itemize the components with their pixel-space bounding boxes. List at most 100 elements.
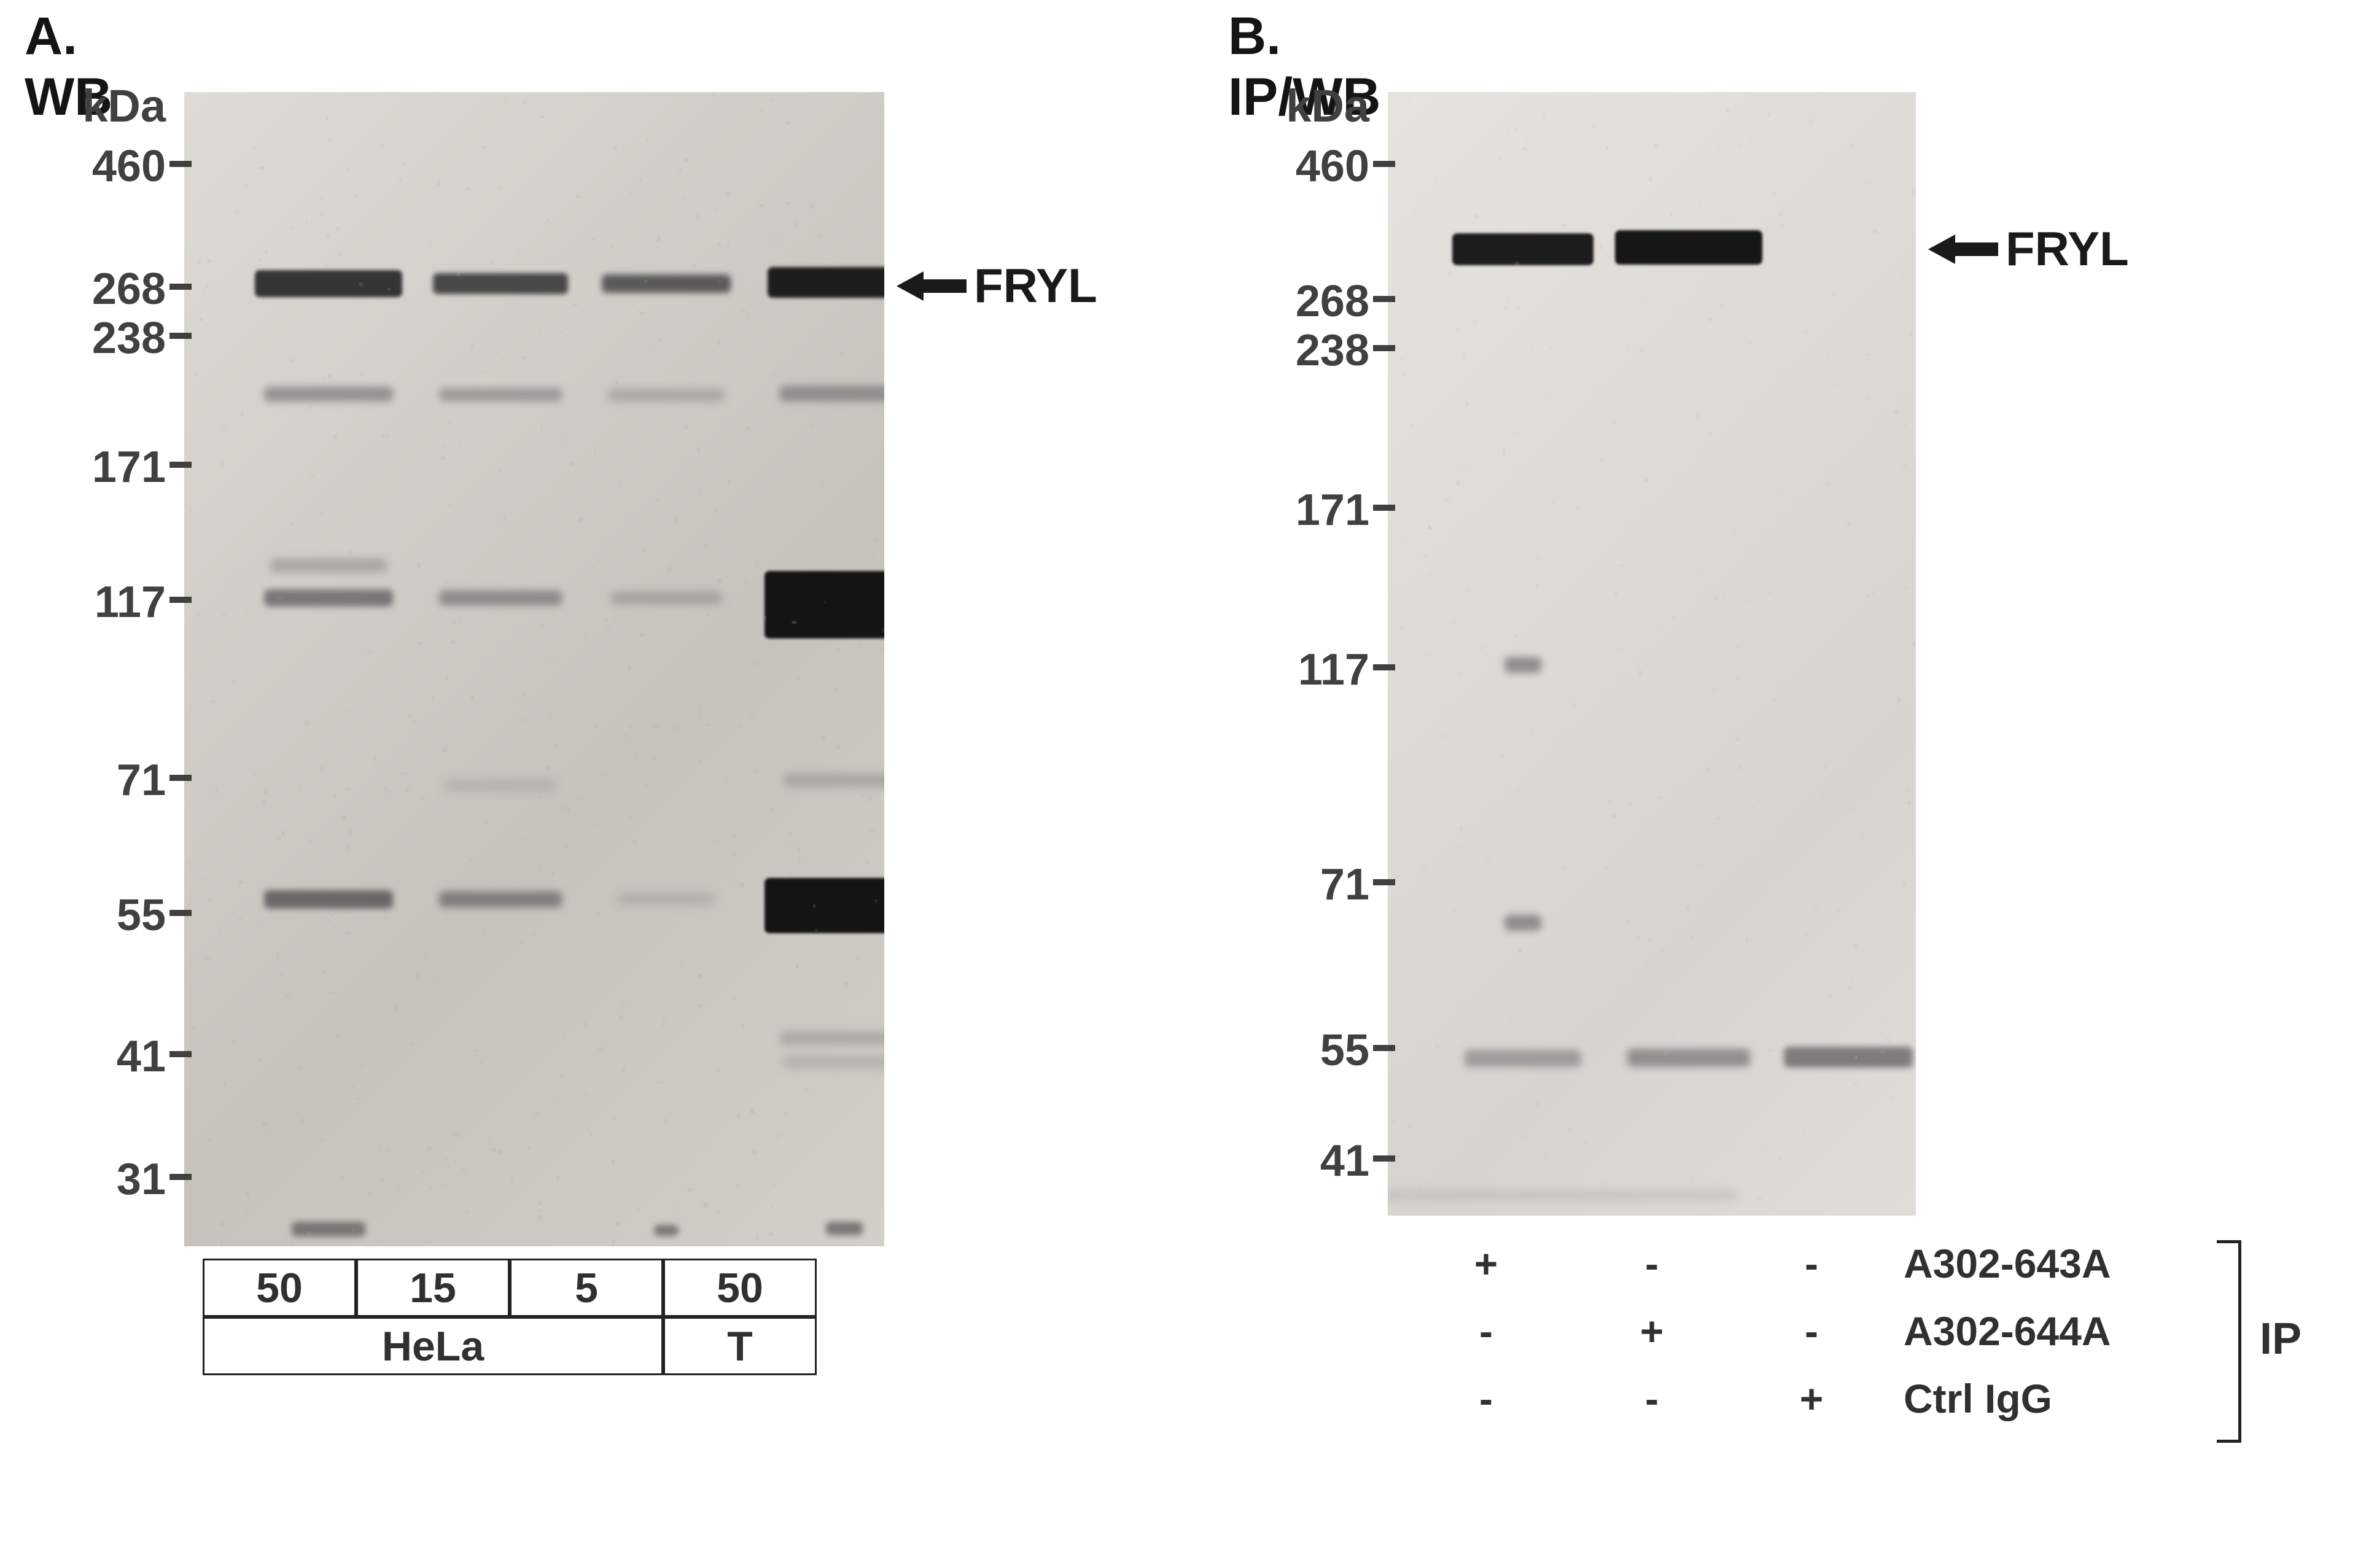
noise-speck [1536,584,1539,589]
noise-speck [1526,1135,1530,1139]
noise-speck [756,1235,758,1239]
noise-speck [259,1058,261,1063]
noise-speck [560,807,566,811]
noise-speck [585,633,588,637]
noise-speck [436,1102,440,1107]
noise-speck [1519,948,1522,953]
noise-speck [225,427,227,432]
noise-speck [300,1118,305,1123]
noise-speck [421,1171,424,1174]
noise-speck [674,397,678,400]
noise-speck [488,1138,490,1142]
ip-antibody-1: A302-644A [1904,1308,2111,1354]
noise-speck [221,611,227,616]
noise-speck [615,1222,620,1227]
noise-speck [521,718,525,722]
noise-speck [841,772,845,774]
panel-a-sample-HeLa: HeLa [203,1317,663,1375]
noise-speck [1802,1130,1805,1135]
noise-speck [1736,737,1740,741]
noise-speck [344,1233,349,1235]
noise-speck [1891,958,1896,962]
noise-speck [564,845,568,850]
noise-speck [1695,413,1700,417]
noise-speck [1792,519,1796,521]
noise-speck [1432,973,1434,975]
noise-speck [457,966,459,971]
noise-speck [338,1196,340,1198]
noise-speck [466,187,471,191]
noise-speck [421,341,424,343]
noise-speck [345,931,349,936]
panel-a-marker-268: 268 [37,264,166,314]
noise-speck [1861,833,1863,838]
noise-speck [1592,125,1595,129]
noise-speck [728,479,730,483]
noise-speck [663,1118,665,1123]
noise-speck [652,757,656,759]
noise-speck [1512,432,1517,435]
noise-speck [278,1115,282,1117]
noise-speck [1894,409,1899,414]
noise-speck [433,339,436,344]
ip-mark-r0-c0: + [1437,1240,1535,1287]
noise-speck [1548,986,1551,989]
blot-band [780,386,884,402]
noise-speck [279,972,282,978]
blot-band [1504,657,1541,673]
noise-speck [470,696,474,699]
noise-speck [1909,332,1913,336]
noise-speck [1831,293,1837,297]
noise-speck [386,1149,391,1153]
noise-speck [1428,931,1430,934]
noise-speck [1503,454,1506,456]
noise-speck [355,1098,360,1100]
noise-speck [1644,478,1648,483]
noise-speck [1599,1110,1601,1114]
noise-speck [611,1240,615,1246]
noise-speck [1768,1049,1773,1052]
noise-speck [479,1060,483,1064]
noise-speck [566,437,567,440]
blot-band [264,589,393,607]
noise-speck [1584,725,1589,727]
noise-speck [417,563,421,569]
noise-speck [461,1168,467,1173]
noise-speck [656,247,659,249]
arrow-shaft [924,279,967,293]
blot-band [1627,1049,1750,1067]
noise-speck [1749,140,1753,142]
noise-speck [1639,348,1644,354]
noise-speck [844,982,849,985]
noise-speck [323,969,327,974]
noise-speck [244,1212,250,1214]
noise-speck [726,192,731,196]
noise-speck [1549,347,1554,350]
noise-speck [876,1073,879,1076]
noise-speck [728,879,732,881]
noise-speck [1456,481,1460,486]
noise-speck [238,881,243,884]
noise-speck [604,619,608,622]
noise-speck [1552,500,1554,505]
noise-speck [1628,801,1632,806]
noise-speck [683,157,688,163]
noise-speck [1853,944,1858,948]
noise-speck [726,243,730,248]
noise-speck [796,1040,800,1043]
noise-speck [412,721,416,723]
panel-b-marker-268: 268 [1240,276,1369,327]
noise-speck [779,322,782,324]
noise-speck [452,621,456,624]
noise-speck [667,567,672,570]
noise-speck [1466,402,1469,406]
noise-speck [505,98,508,104]
ip-mark-r0-c1: - [1603,1240,1701,1287]
noise-speck [1746,937,1748,942]
noise-speck [590,1133,592,1137]
noise-speck [621,1001,626,1004]
panel-b-fryl-label: FRYL [2006,221,2129,277]
noise-speck [785,201,789,205]
noise-speck [790,841,794,845]
noise-speck [1757,1197,1762,1199]
